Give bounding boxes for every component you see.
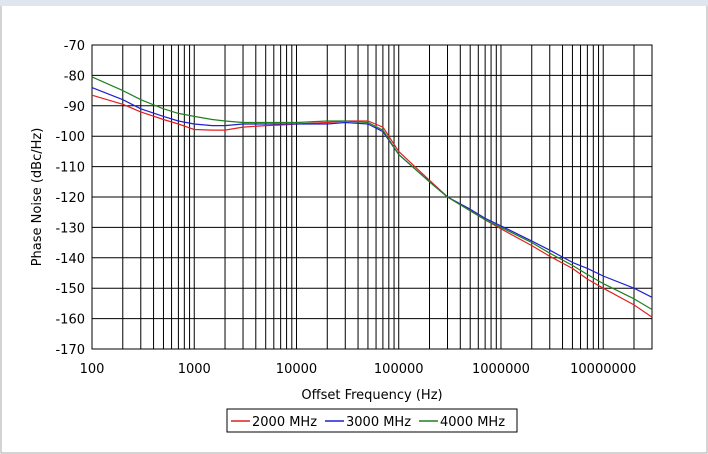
series-lines (91, 76, 653, 318)
x-tick-labels: 100 1000 10000 100000 1000000 10000000 (80, 362, 637, 377)
series-line-4000-mhz (91, 76, 653, 311)
y-tick-label: -150 (55, 282, 85, 297)
x-tick-label: 1000 (178, 362, 211, 377)
y-tick-label: -90 (64, 100, 85, 115)
x-tick-label: 10000 (276, 362, 317, 377)
y-tick-label: -140 (55, 252, 85, 267)
x-tick-label: 10000000 (570, 362, 636, 377)
y-tick-label: -120 (55, 191, 85, 206)
x-tick-label: 1000000 (472, 362, 530, 377)
y-tick-label: -70 (64, 39, 85, 54)
y-axis-title: Phase Noise (dBc/Hz) (30, 128, 45, 267)
y-tick-label: -160 (55, 313, 85, 328)
legend-box (226, 408, 518, 433)
y-tick-label: -100 (55, 130, 85, 145)
y-tick-label: -110 (55, 161, 85, 176)
y-tick-labels: -70 -80 -90 -100 -110 -120 -130 -140 -150 -160 -17… (55, 39, 85, 358)
y-tick-label: -170 (55, 343, 85, 358)
x-tick-label: 100000 (374, 362, 424, 377)
series-line-3000-mhz (91, 87, 653, 298)
series-line-2000-mhz (91, 94, 653, 318)
legend: 2000 MHz 3000 MHz 4000 MHz (226, 408, 518, 433)
y-tick-label: -130 (55, 221, 85, 236)
top-strip (0, 0, 708, 6)
legend-label: 3000 MHz (346, 415, 411, 430)
y-tick-label: -80 (64, 69, 85, 84)
legend-label: 4000 MHz (440, 415, 505, 430)
plot-area (91, 44, 653, 350)
legend-label: 2000 MHz (252, 415, 317, 430)
x-axis-title: Offset Frequency (Hz) (301, 388, 442, 403)
x-tick-label: 100 (80, 362, 105, 377)
